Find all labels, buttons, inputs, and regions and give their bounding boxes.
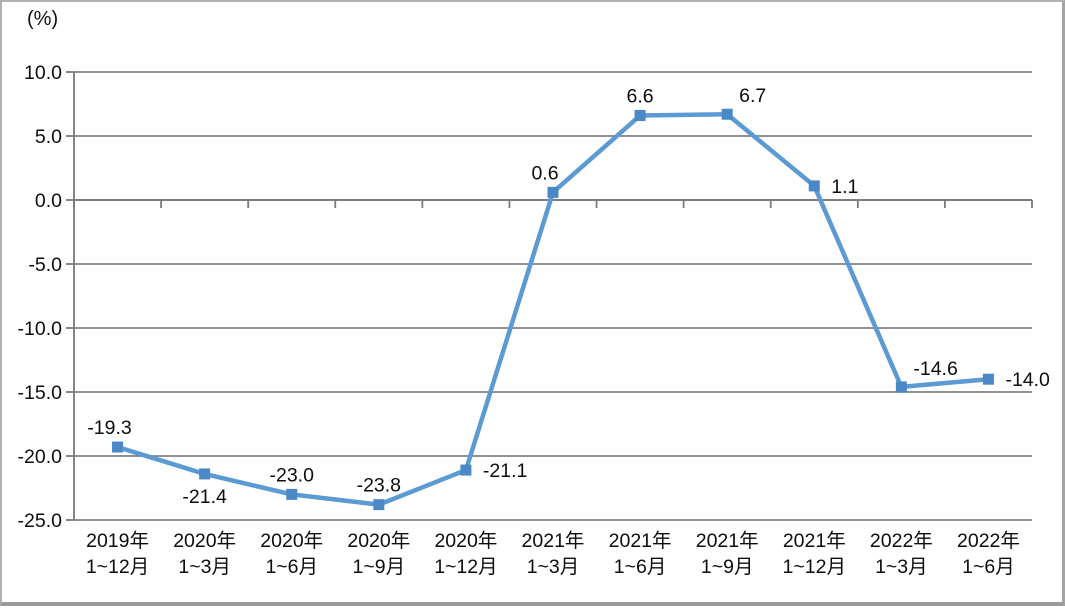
- data-point-label: -19.3: [87, 417, 131, 439]
- data-point-marker: [895, 381, 907, 393]
- data-point-label: 0.6: [531, 162, 558, 184]
- y-tick-label: -10.0: [18, 318, 63, 340]
- data-point-label: 6.7: [739, 85, 766, 107]
- data-point-label: 6.6: [627, 86, 654, 108]
- x-category-label: 2020年 1~12月: [434, 530, 497, 578]
- data-point-label: 1.1: [831, 176, 858, 198]
- x-category-label: 2021年 1~12月: [783, 530, 846, 578]
- data-point-marker: [286, 488, 298, 500]
- y-tick-label: -20.0: [18, 446, 63, 468]
- x-category-label: 2021年 1~6月: [609, 530, 672, 578]
- data-point-label: -21.1: [483, 460, 527, 482]
- x-category-label: 2020年 1~3月: [173, 530, 236, 578]
- data-point-marker: [199, 468, 211, 480]
- data-point-marker: [373, 499, 385, 511]
- x-category-label: 2019年 1~12月: [86, 530, 149, 578]
- data-point-label: -14.0: [1005, 369, 1050, 391]
- y-tick-label: -15.0: [18, 382, 63, 404]
- x-category-label: 2020年 1~9月: [347, 530, 410, 578]
- y-tick-label: -5.0: [28, 254, 62, 276]
- x-category-label: 2022年 1~3月: [870, 530, 933, 578]
- y-axis-unit-label: (%): [27, 8, 59, 30]
- y-tick-label: 0.0: [35, 190, 62, 212]
- data-point-marker: [634, 110, 646, 122]
- data-point-label: -23.0: [270, 464, 315, 486]
- data-point-label: -23.8: [357, 475, 401, 497]
- data-point-marker: [982, 373, 994, 385]
- data-point-marker: [112, 441, 124, 453]
- data-point-label: -21.4: [182, 486, 227, 508]
- data-point-marker: [547, 186, 559, 198]
- x-category-label: 2022年 1~6月: [957, 530, 1020, 578]
- y-tick-label: 5.0: [35, 126, 62, 148]
- data-point-marker: [808, 180, 820, 192]
- x-category-label: 2021年 1~3月: [522, 530, 585, 578]
- y-tick-label: 10.0: [24, 62, 62, 84]
- x-category-label: 2020年 1~6月: [260, 530, 323, 578]
- data-point-marker: [721, 108, 733, 120]
- data-point-marker: [460, 464, 472, 476]
- y-tick-label: -25.0: [18, 510, 63, 532]
- x-category-label: 2021年 1~9月: [696, 530, 759, 578]
- data-point-label: -14.6: [913, 358, 957, 380]
